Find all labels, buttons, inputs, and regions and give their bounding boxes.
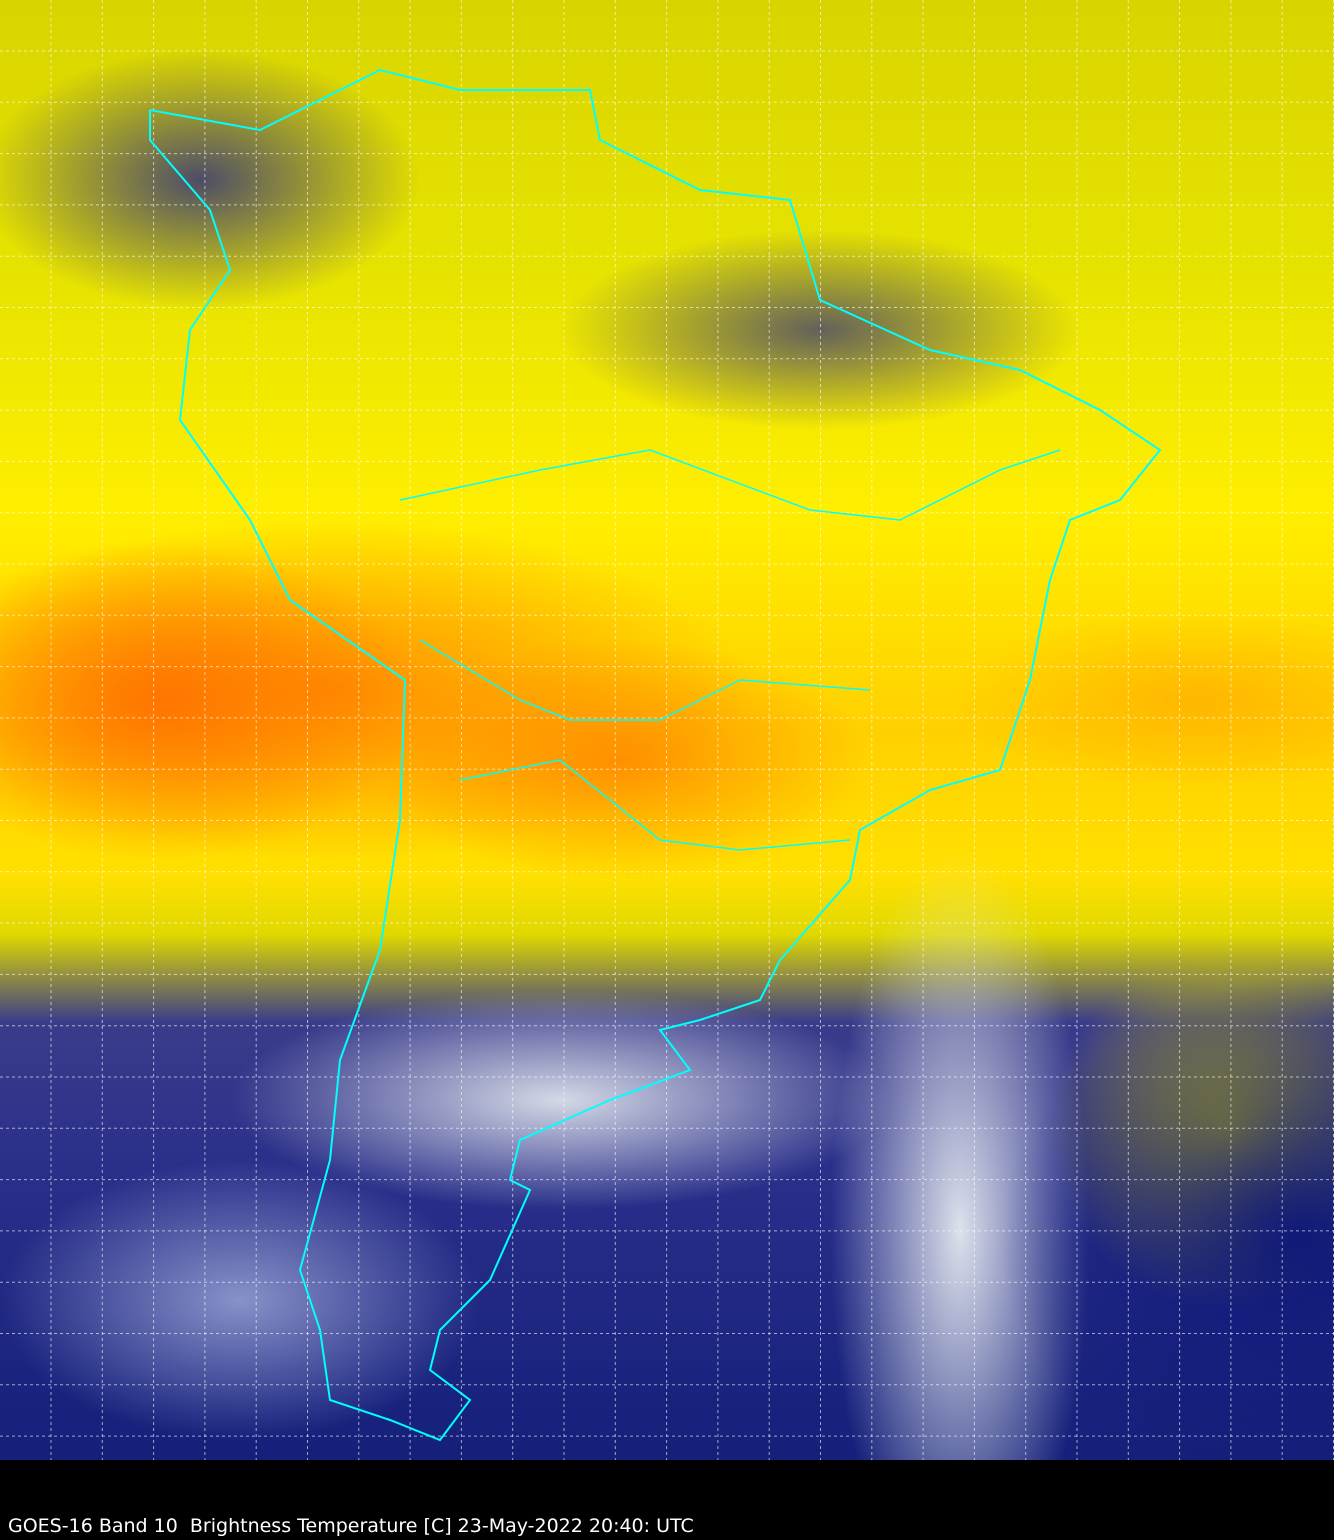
country-border — [459, 759, 851, 851]
coastline-border — [149, 68, 1162, 1442]
image-caption: GOES-16 Band 10 Brightness Temperature [… — [8, 1515, 694, 1537]
lat-lon-grid — [0, 0, 1334, 1460]
satellite-image — [0, 0, 1334, 1460]
country-border — [399, 449, 1061, 521]
map-overlay — [0, 0, 1334, 1460]
country-border — [419, 639, 871, 721]
